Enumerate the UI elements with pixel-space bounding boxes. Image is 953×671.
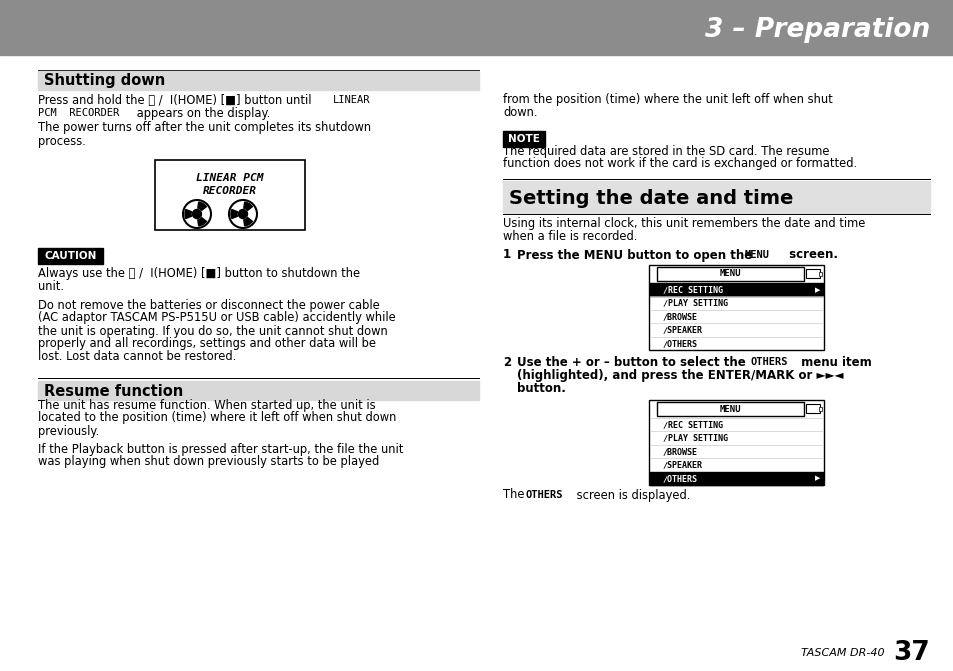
Text: LINEAR PCM: LINEAR PCM [196, 173, 263, 183]
Text: button.: button. [517, 382, 565, 395]
Text: function does not work if the card is exchanged or formatted.: function does not work if the card is ex… [502, 158, 856, 170]
Text: 37: 37 [892, 640, 929, 666]
Text: MENU: MENU [719, 270, 740, 278]
Circle shape [193, 209, 201, 219]
Text: screen.: screen. [784, 248, 837, 262]
Text: ▶: ▶ [815, 287, 820, 293]
Text: ∕PLAY SETTING: ∕PLAY SETTING [662, 433, 727, 443]
Text: Press the MENU button to open the: Press the MENU button to open the [517, 248, 756, 262]
Bar [0, 0, 953, 55]
Text: Do not remove the batteries or disconnect the power cable: Do not remove the batteries or disconnec… [38, 299, 379, 311]
Text: The required data are stored in the SD card. The resume: The required data are stored in the SD c… [502, 144, 828, 158]
Text: unit.: unit. [38, 280, 64, 293]
Text: MENU: MENU [719, 405, 740, 413]
Text: If the Playback button is pressed after start-up, the file the unit: If the Playback button is pressed after … [38, 442, 403, 456]
Text: ∕OTHERS: ∕OTHERS [662, 339, 698, 348]
Text: ∕BROWSE: ∕BROWSE [662, 447, 698, 456]
Bar [154, 160, 305, 230]
Bar [818, 407, 821, 411]
Text: NOTE: NOTE [508, 134, 539, 144]
Text: LINEAR: LINEAR [333, 95, 370, 105]
Text: CAUTION: CAUTION [45, 251, 97, 261]
Text: 3 – Preparation: 3 – Preparation [704, 17, 929, 43]
Text: The power turns off after the unit completes its shutdown: The power turns off after the unit compl… [38, 121, 371, 134]
Text: Using its internal clock, this unit remembers the date and time: Using its internal clock, this unit reme… [502, 217, 864, 231]
Text: ∕OTHERS: ∕OTHERS [662, 474, 698, 483]
Text: down.: down. [502, 107, 537, 119]
Bar [649, 472, 822, 485]
Bar [502, 131, 544, 147]
Bar [657, 402, 803, 416]
Text: located to the position (time) where it left off when shut down: located to the position (time) where it … [38, 411, 395, 425]
Text: Use the + or – button to select the: Use the + or – button to select the [517, 356, 749, 368]
Wedge shape [244, 217, 253, 226]
Text: ∕REC SETTING: ∕REC SETTING [662, 285, 722, 294]
Text: process.: process. [38, 134, 86, 148]
Bar [649, 283, 822, 297]
Text: Always use the ⏻ /  I(HOME) [■] button to shutdown the: Always use the ⏻ / I(HOME) [■] button to… [38, 268, 359, 280]
Text: (AC adaptor TASCAM PS-P515U or USB cable) accidently while: (AC adaptor TASCAM PS-P515U or USB cable… [38, 311, 395, 325]
Text: PCM  RECORDER: PCM RECORDER [38, 108, 119, 118]
Text: RECORDER: RECORDER [203, 186, 256, 196]
Text: The unit has resume function. When started up, the unit is: The unit has resume function. When start… [38, 399, 375, 411]
Bar [657, 267, 803, 281]
Text: 1: 1 [502, 248, 511, 262]
Text: properly and all recordings, settings and other data will be: properly and all recordings, settings an… [38, 338, 375, 350]
Text: MENU: MENU [744, 250, 769, 260]
Text: Resume function: Resume function [44, 384, 183, 399]
Text: appears on the display.: appears on the display. [132, 107, 270, 119]
Text: (highlighted), and press the ENTER/MARK or ►►◄: (highlighted), and press the ENTER/MARK … [517, 368, 842, 382]
Bar [648, 400, 823, 485]
Bar [38, 381, 478, 400]
Text: ∕SPEAKER: ∕SPEAKER [662, 325, 702, 334]
Wedge shape [197, 202, 206, 210]
Bar [805, 269, 820, 278]
Text: when a file is recorded.: when a file is recorded. [502, 231, 637, 244]
Text: ▶: ▶ [815, 475, 820, 481]
Text: Shutting down: Shutting down [44, 74, 165, 89]
Bar [648, 265, 823, 350]
Text: Setting the date and time: Setting the date and time [509, 189, 793, 207]
Text: lost. Lost data cannot be restored.: lost. Lost data cannot be restored. [38, 350, 236, 364]
Text: The: The [502, 488, 528, 501]
Text: menu item: menu item [796, 356, 871, 368]
Text: screen is displayed.: screen is displayed. [573, 488, 690, 501]
Text: OTHERS: OTHERS [525, 490, 563, 500]
Wedge shape [231, 209, 237, 219]
Text: ∕BROWSE: ∕BROWSE [662, 312, 698, 321]
Bar [818, 272, 821, 276]
Bar [502, 181, 929, 213]
Wedge shape [185, 209, 192, 219]
Bar [38, 71, 478, 90]
Text: ∕REC SETTING: ∕REC SETTING [662, 420, 722, 429]
Bar [38, 248, 103, 264]
Text: OTHERS: OTHERS [750, 357, 788, 367]
Text: previously.: previously. [38, 425, 99, 437]
Text: ∕SPEAKER: ∕SPEAKER [662, 460, 702, 470]
Circle shape [238, 209, 247, 219]
Wedge shape [244, 202, 253, 210]
Text: TASCAM DR-40: TASCAM DR-40 [801, 648, 884, 658]
Bar [805, 404, 820, 413]
Text: the unit is operating. If you do so, the unit cannot shut down: the unit is operating. If you do so, the… [38, 325, 387, 338]
Text: ∕PLAY SETTING: ∕PLAY SETTING [662, 299, 727, 307]
Text: 2: 2 [502, 356, 511, 368]
Text: was playing when shut down previously starts to be played: was playing when shut down previously st… [38, 456, 379, 468]
Wedge shape [197, 217, 206, 226]
Text: from the position (time) where the unit left off when shut: from the position (time) where the unit … [502, 93, 832, 107]
Text: Press and hold the ⏻ /  I(HOME) [■] button until: Press and hold the ⏻ / I(HOME) [■] butto… [38, 93, 314, 107]
